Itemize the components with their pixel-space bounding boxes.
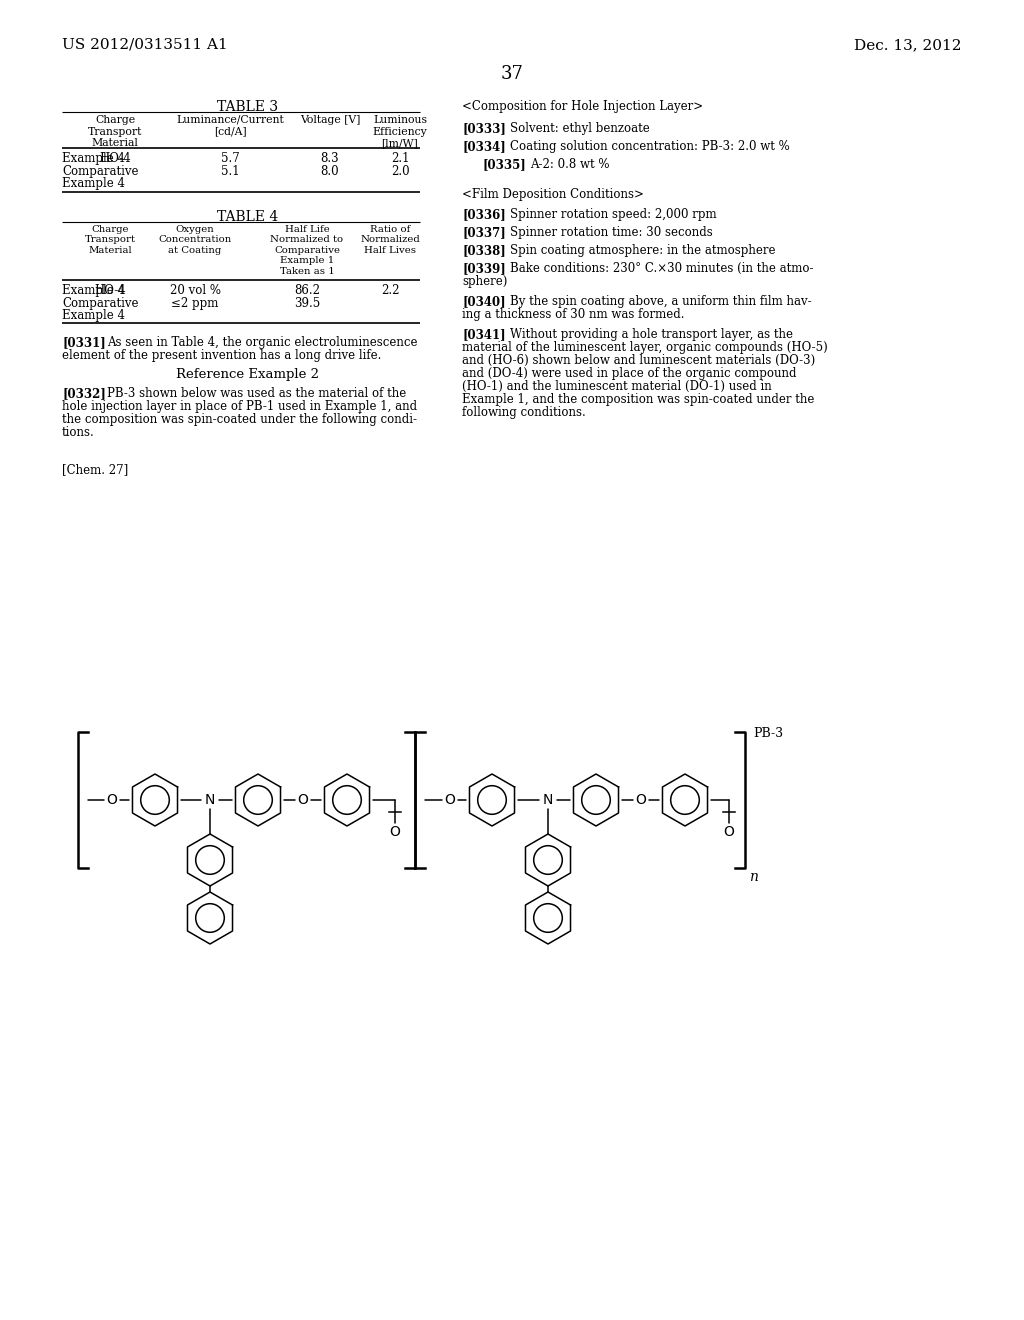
Text: Comparative: Comparative (62, 297, 138, 310)
Text: material of the luminescent layer, organic compounds (HO-5): material of the luminescent layer, organ… (462, 341, 827, 354)
Text: [Chem. 27]: [Chem. 27] (62, 463, 128, 477)
Text: [0339]: [0339] (462, 261, 506, 275)
Text: 20 vol %: 20 vol % (170, 284, 220, 297)
Text: 2.2: 2.2 (381, 284, 399, 297)
Text: 86.2: 86.2 (294, 284, 319, 297)
Text: HO-4: HO-4 (99, 152, 131, 165)
Polygon shape (325, 774, 370, 826)
Text: Spinner rotation speed: 2,000 rpm: Spinner rotation speed: 2,000 rpm (510, 209, 717, 220)
Text: following conditions.: following conditions. (462, 407, 586, 418)
Text: Comparative: Comparative (62, 165, 138, 178)
Text: n: n (749, 870, 758, 884)
Text: <Film Deposition Conditions>: <Film Deposition Conditions> (462, 187, 644, 201)
Polygon shape (573, 774, 618, 826)
Text: HO-4: HO-4 (94, 284, 126, 297)
Text: Half Life
Normalized to
Comparative
Example 1
Taken as 1: Half Life Normalized to Comparative Exam… (270, 224, 344, 276)
Text: 2.0: 2.0 (391, 165, 410, 178)
Text: ≤2 ppm: ≤2 ppm (171, 297, 219, 310)
Text: Oxygen
Concentration
at Coating: Oxygen Concentration at Coating (159, 224, 231, 255)
Text: (HO-1) and the luminescent material (DO-1) used in: (HO-1) and the luminescent material (DO-… (462, 380, 772, 393)
Text: Example 1, and the composition was spin-coated under the: Example 1, and the composition was spin-… (462, 393, 814, 407)
Text: N: N (205, 793, 215, 807)
Text: Example 4: Example 4 (62, 284, 125, 297)
Text: Charge
Transport
Material: Charge Transport Material (88, 115, 142, 148)
Text: TABLE 4: TABLE 4 (217, 210, 279, 224)
Text: <Composition for Hole Injection Layer>: <Composition for Hole Injection Layer> (462, 100, 703, 114)
Text: N: N (543, 793, 553, 807)
Text: 8.0: 8.0 (321, 165, 339, 178)
Text: O: O (389, 825, 400, 840)
Text: Bake conditions: 230° C.×30 minutes (in the atmo-: Bake conditions: 230° C.×30 minutes (in … (510, 261, 813, 275)
Text: By the spin coating above, a uniform thin film hav-: By the spin coating above, a uniform thi… (510, 294, 812, 308)
Text: O: O (106, 793, 118, 807)
Text: 5.1: 5.1 (221, 165, 240, 178)
Text: 2.1: 2.1 (391, 152, 410, 165)
Text: hole injection layer in place of PB-1 used in Example 1, and: hole injection layer in place of PB-1 us… (62, 400, 417, 413)
Text: sphere): sphere) (462, 275, 507, 288)
Polygon shape (663, 774, 708, 826)
Text: Example 4: Example 4 (62, 152, 125, 165)
Text: the composition was spin-coated under the following condi-: the composition was spin-coated under th… (62, 413, 417, 426)
Text: Solvent: ethyl benzoate: Solvent: ethyl benzoate (510, 121, 650, 135)
Text: [0334]: [0334] (462, 140, 506, 153)
Text: [0338]: [0338] (462, 244, 506, 257)
Text: Example 4: Example 4 (62, 177, 125, 190)
Text: 8.3: 8.3 (321, 152, 339, 165)
Text: Example 4: Example 4 (62, 309, 125, 322)
Text: PB-3: PB-3 (753, 727, 783, 741)
Text: TABLE 3: TABLE 3 (217, 100, 279, 114)
Text: Charge
Transport
Material: Charge Transport Material (85, 224, 135, 255)
Polygon shape (187, 892, 232, 944)
Text: A-2: 0.8 wt %: A-2: 0.8 wt % (530, 158, 609, 172)
Text: Without providing a hole transport layer, as the: Without providing a hole transport layer… (510, 327, 793, 341)
Text: O: O (298, 793, 308, 807)
Text: US 2012/0313511 A1: US 2012/0313511 A1 (62, 38, 227, 51)
Text: Coating solution concentration: PB-3: 2.0 wt %: Coating solution concentration: PB-3: 2.… (510, 140, 790, 153)
Text: O: O (444, 793, 456, 807)
Text: Spinner rotation time: 30 seconds: Spinner rotation time: 30 seconds (510, 226, 713, 239)
Text: [0336]: [0336] (462, 209, 506, 220)
Text: and (HO-6) shown below and luminescent materials (DO-3): and (HO-6) shown below and luminescent m… (462, 354, 815, 367)
Polygon shape (525, 834, 570, 886)
Text: O: O (636, 793, 646, 807)
Text: 5.7: 5.7 (220, 152, 240, 165)
Text: tions.: tions. (62, 426, 95, 440)
Text: Reference Example 2: Reference Example 2 (176, 368, 319, 381)
Text: 37: 37 (501, 65, 523, 83)
Text: [0337]: [0337] (462, 226, 506, 239)
Polygon shape (132, 774, 177, 826)
Text: ing a thickness of 30 nm was formed.: ing a thickness of 30 nm was formed. (462, 308, 684, 321)
Text: [0340]: [0340] (462, 294, 506, 308)
Text: [0335]: [0335] (482, 158, 525, 172)
Text: Dec. 13, 2012: Dec. 13, 2012 (854, 38, 962, 51)
Text: [0333]: [0333] (462, 121, 506, 135)
Text: Voltage [V]: Voltage [V] (300, 115, 360, 125)
Polygon shape (469, 774, 514, 826)
Polygon shape (236, 774, 281, 826)
Text: Luminance/Current
[cd/A]: Luminance/Current [cd/A] (176, 115, 284, 136)
Text: Ratio of
Normalized
Half Lives: Ratio of Normalized Half Lives (360, 224, 420, 255)
Text: [0332]: [0332] (62, 387, 105, 400)
Text: 39.5: 39.5 (294, 297, 321, 310)
Polygon shape (187, 834, 232, 886)
Text: PB-3 shown below was used as the material of the: PB-3 shown below was used as the materia… (106, 387, 407, 400)
Text: and (DO-4) were used in place of the organic compound: and (DO-4) were used in place of the org… (462, 367, 797, 380)
Text: [0331]: [0331] (62, 337, 105, 348)
Text: Spin coating atmosphere: in the atmosphere: Spin coating atmosphere: in the atmosphe… (510, 244, 775, 257)
Polygon shape (525, 892, 570, 944)
Text: Luminous
Efficiency
[lm/W]: Luminous Efficiency [lm/W] (373, 115, 427, 148)
Text: element of the present invention has a long drive life.: element of the present invention has a l… (62, 348, 381, 362)
Text: [0341]: [0341] (462, 327, 506, 341)
Text: As seen in Table 4, the organic electroluminescence: As seen in Table 4, the organic electrol… (106, 337, 418, 348)
Text: O: O (724, 825, 734, 840)
